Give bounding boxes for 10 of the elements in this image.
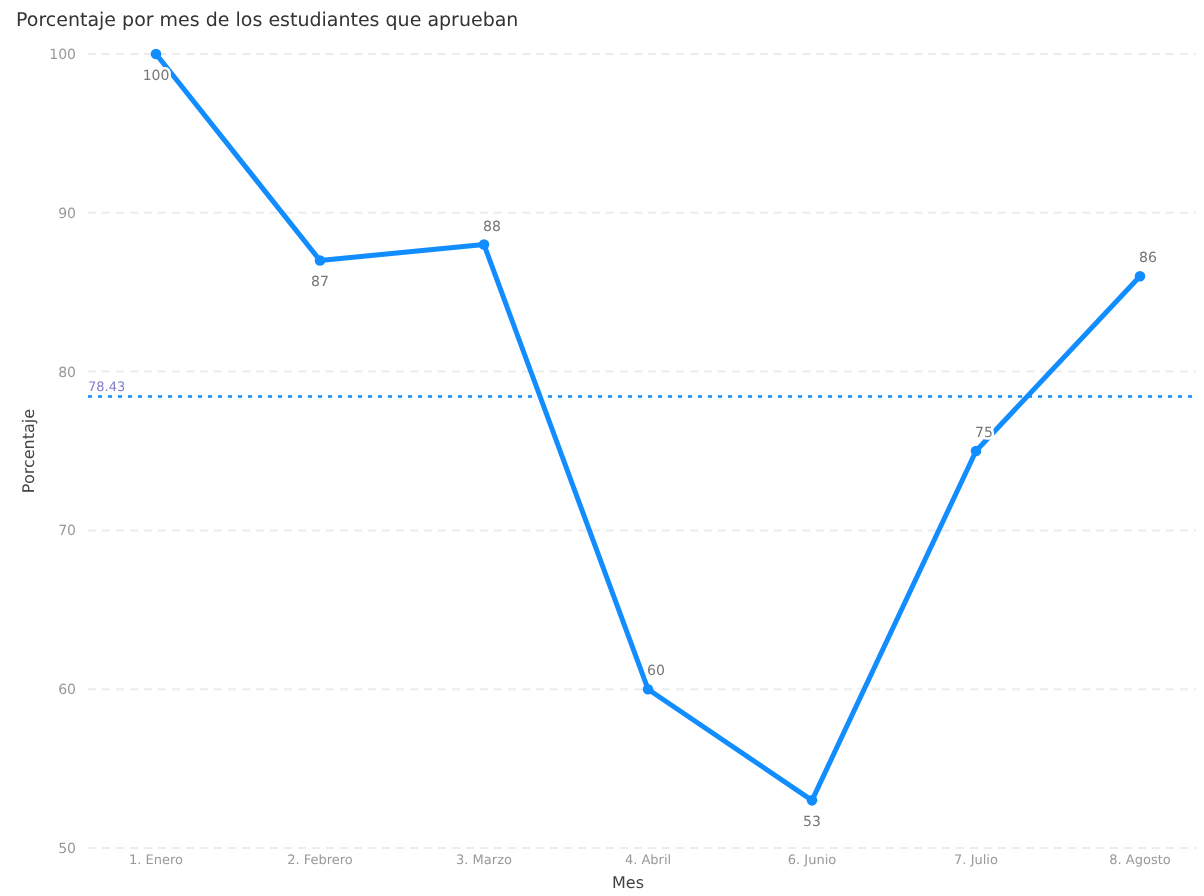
point bbox=[1134, 271, 1146, 282]
chart-title: Porcentaje por mes de los estudiantes que aprueban bbox=[16, 10, 519, 32]
point bbox=[642, 683, 654, 695]
y-axis-title: Porcentaje bbox=[20, 408, 38, 494]
point bbox=[150, 48, 162, 60]
x-axis-title: Mes bbox=[612, 874, 644, 892]
point bbox=[478, 239, 490, 250]
point bbox=[970, 445, 982, 457]
point bbox=[314, 255, 326, 266]
point bbox=[806, 795, 818, 806]
